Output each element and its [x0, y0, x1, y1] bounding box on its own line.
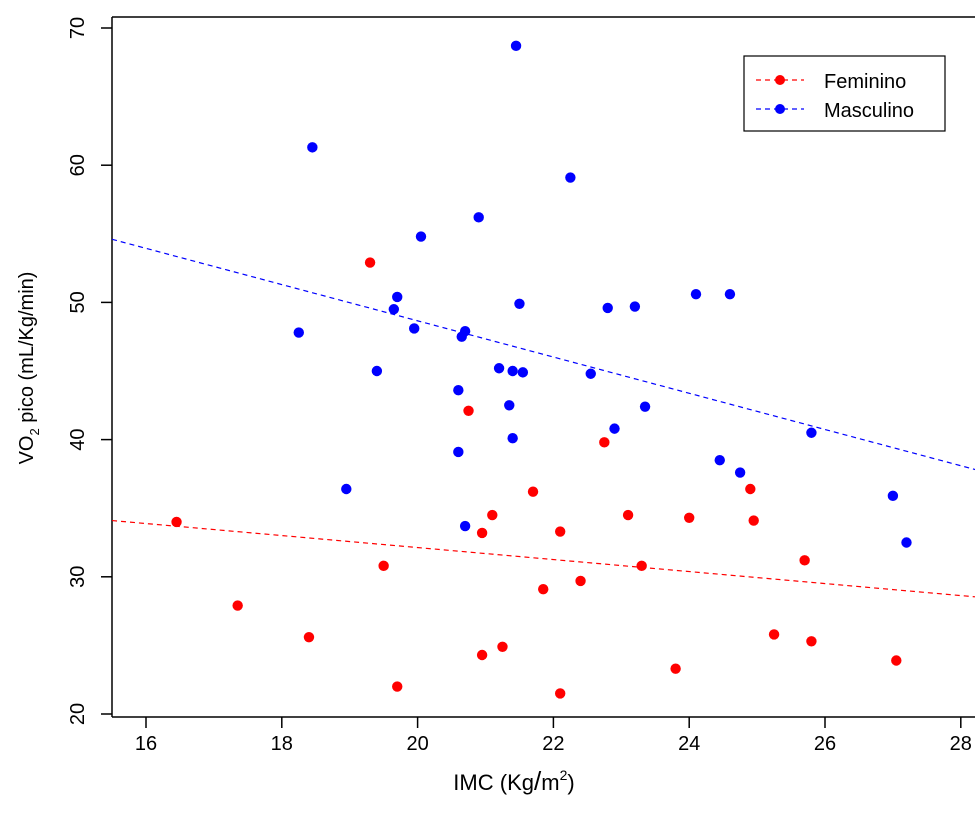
- point-feminino-25: [806, 636, 817, 647]
- y-axis-title-sub: 2: [27, 428, 42, 435]
- point-masculino-4: [388, 304, 400, 315]
- point-masculino-25: [629, 301, 641, 312]
- point-masculino-7: [415, 231, 427, 242]
- x-axis-title: IMC (Kg/m2): [453, 766, 574, 796]
- trend-line-feminino: [112, 519, 975, 598]
- point-feminino-15: [575, 575, 586, 587]
- point-masculino-18: [510, 40, 522, 52]
- legend: Feminino Masculino: [743, 55, 946, 132]
- point-masculino-27: [690, 288, 702, 300]
- legend-marker-masculino: [775, 104, 785, 114]
- point-feminino-21: [745, 483, 756, 495]
- legend-label-masculino: Masculino: [824, 100, 914, 122]
- point-masculino-32: [887, 490, 899, 502]
- x-axis-title-open: (: [500, 770, 508, 795]
- point-feminino-23: [768, 629, 780, 640]
- point-masculino-20: [517, 367, 529, 378]
- point-masculino-23: [602, 302, 613, 314]
- point-masculino-5: [392, 291, 403, 303]
- x-axis-title-close: ): [567, 770, 574, 795]
- x-tick-label-16: 16: [135, 733, 157, 755]
- y-tick-label-40: 40: [67, 428, 89, 450]
- point-masculino-28: [714, 454, 725, 466]
- point-masculino-0: [293, 327, 304, 338]
- point-masculino-30: [734, 467, 746, 478]
- legend-marker-feminino: [775, 75, 785, 85]
- point-feminino-24: [799, 555, 810, 566]
- y-tick-label-60: 60: [67, 154, 89, 176]
- x-tick-label-26: 26: [814, 733, 836, 755]
- x-axis-title-main: IMC: [453, 770, 499, 795]
- point-masculino-19: [514, 298, 525, 309]
- y-tick-label-50: 50: [67, 291, 89, 313]
- point-masculino-9: [453, 446, 464, 458]
- point-masculino-12: [459, 520, 471, 532]
- point-feminino-13: [554, 526, 566, 537]
- x-axis-title-sup: 2: [560, 767, 568, 783]
- point-feminino-11: [527, 486, 539, 497]
- point-feminino-8: [476, 649, 488, 661]
- trend-line-masculino: [112, 238, 975, 471]
- point-masculino-11: [459, 326, 471, 337]
- point-masculino-21: [565, 172, 576, 183]
- x-axis-title-units: Kg: [507, 770, 534, 795]
- point-masculino-6: [409, 323, 420, 334]
- y-tick-label-70: 70: [67, 17, 89, 39]
- point-feminino-3: [364, 257, 376, 268]
- point-masculino-3: [371, 365, 383, 377]
- x-tick-label-24: 24: [678, 733, 700, 755]
- y-axis-title-post: pico (mL/Kg/min): [16, 272, 38, 429]
- data-points: [171, 40, 912, 699]
- x-tick-label-22: 22: [542, 733, 564, 755]
- point-masculino-2: [341, 483, 352, 495]
- point-masculino-17: [507, 433, 518, 444]
- point-feminino-12: [538, 583, 549, 595]
- x-axis: 16 18 20 22 24 26 28: [135, 717, 972, 755]
- point-feminino-5: [392, 681, 403, 692]
- point-feminino-0: [171, 516, 182, 528]
- x-tick-label-20: 20: [406, 733, 428, 755]
- point-masculino-24: [609, 423, 620, 434]
- point-feminino-16: [599, 437, 610, 448]
- legend-label-feminino: Feminino: [824, 71, 906, 93]
- point-masculino-29: [724, 288, 736, 300]
- y-tick-label-30: 30: [67, 566, 89, 588]
- y-axis: 20 30 40 50 60 70: [67, 17, 112, 725]
- legend-box: [743, 55, 946, 132]
- point-feminino-6: [463, 405, 474, 416]
- point-masculino-1: [307, 142, 318, 153]
- point-masculino-31: [806, 427, 817, 438]
- point-feminino-19: [670, 663, 681, 674]
- point-masculino-16: [507, 365, 518, 377]
- x-tick-label-28: 28: [950, 733, 972, 755]
- point-feminino-9: [487, 509, 498, 521]
- point-feminino-17: [622, 509, 634, 521]
- y-axis-title: VO2 pico (mL/Kg/min): [16, 272, 42, 465]
- point-masculino-15: [504, 400, 515, 411]
- x-axis-title-slash: /: [534, 766, 542, 796]
- point-masculino-13: [473, 212, 484, 223]
- point-feminino-14: [554, 688, 566, 699]
- x-axis-title-m: m: [541, 770, 559, 795]
- point-feminino-7: [476, 527, 488, 539]
- x-tick-label-18: 18: [271, 733, 293, 755]
- point-masculino-14: [493, 363, 505, 374]
- point-feminino-2: [303, 631, 315, 643]
- trend-lines: [112, 238, 975, 598]
- point-masculino-33: [901, 537, 912, 548]
- point-feminino-4: [378, 560, 389, 572]
- point-feminino-1: [232, 600, 243, 611]
- point-masculino-26: [639, 401, 651, 412]
- y-axis-title-pre: VO: [16, 436, 38, 465]
- point-feminino-18: [636, 560, 647, 572]
- point-feminino-20: [684, 512, 695, 524]
- point-feminino-26: [891, 655, 902, 666]
- point-masculino-8: [453, 385, 464, 396]
- y-tick-label-20: 20: [67, 703, 89, 725]
- point-feminino-22: [748, 515, 759, 526]
- point-masculino-22: [585, 368, 596, 379]
- point-feminino-10: [497, 641, 508, 652]
